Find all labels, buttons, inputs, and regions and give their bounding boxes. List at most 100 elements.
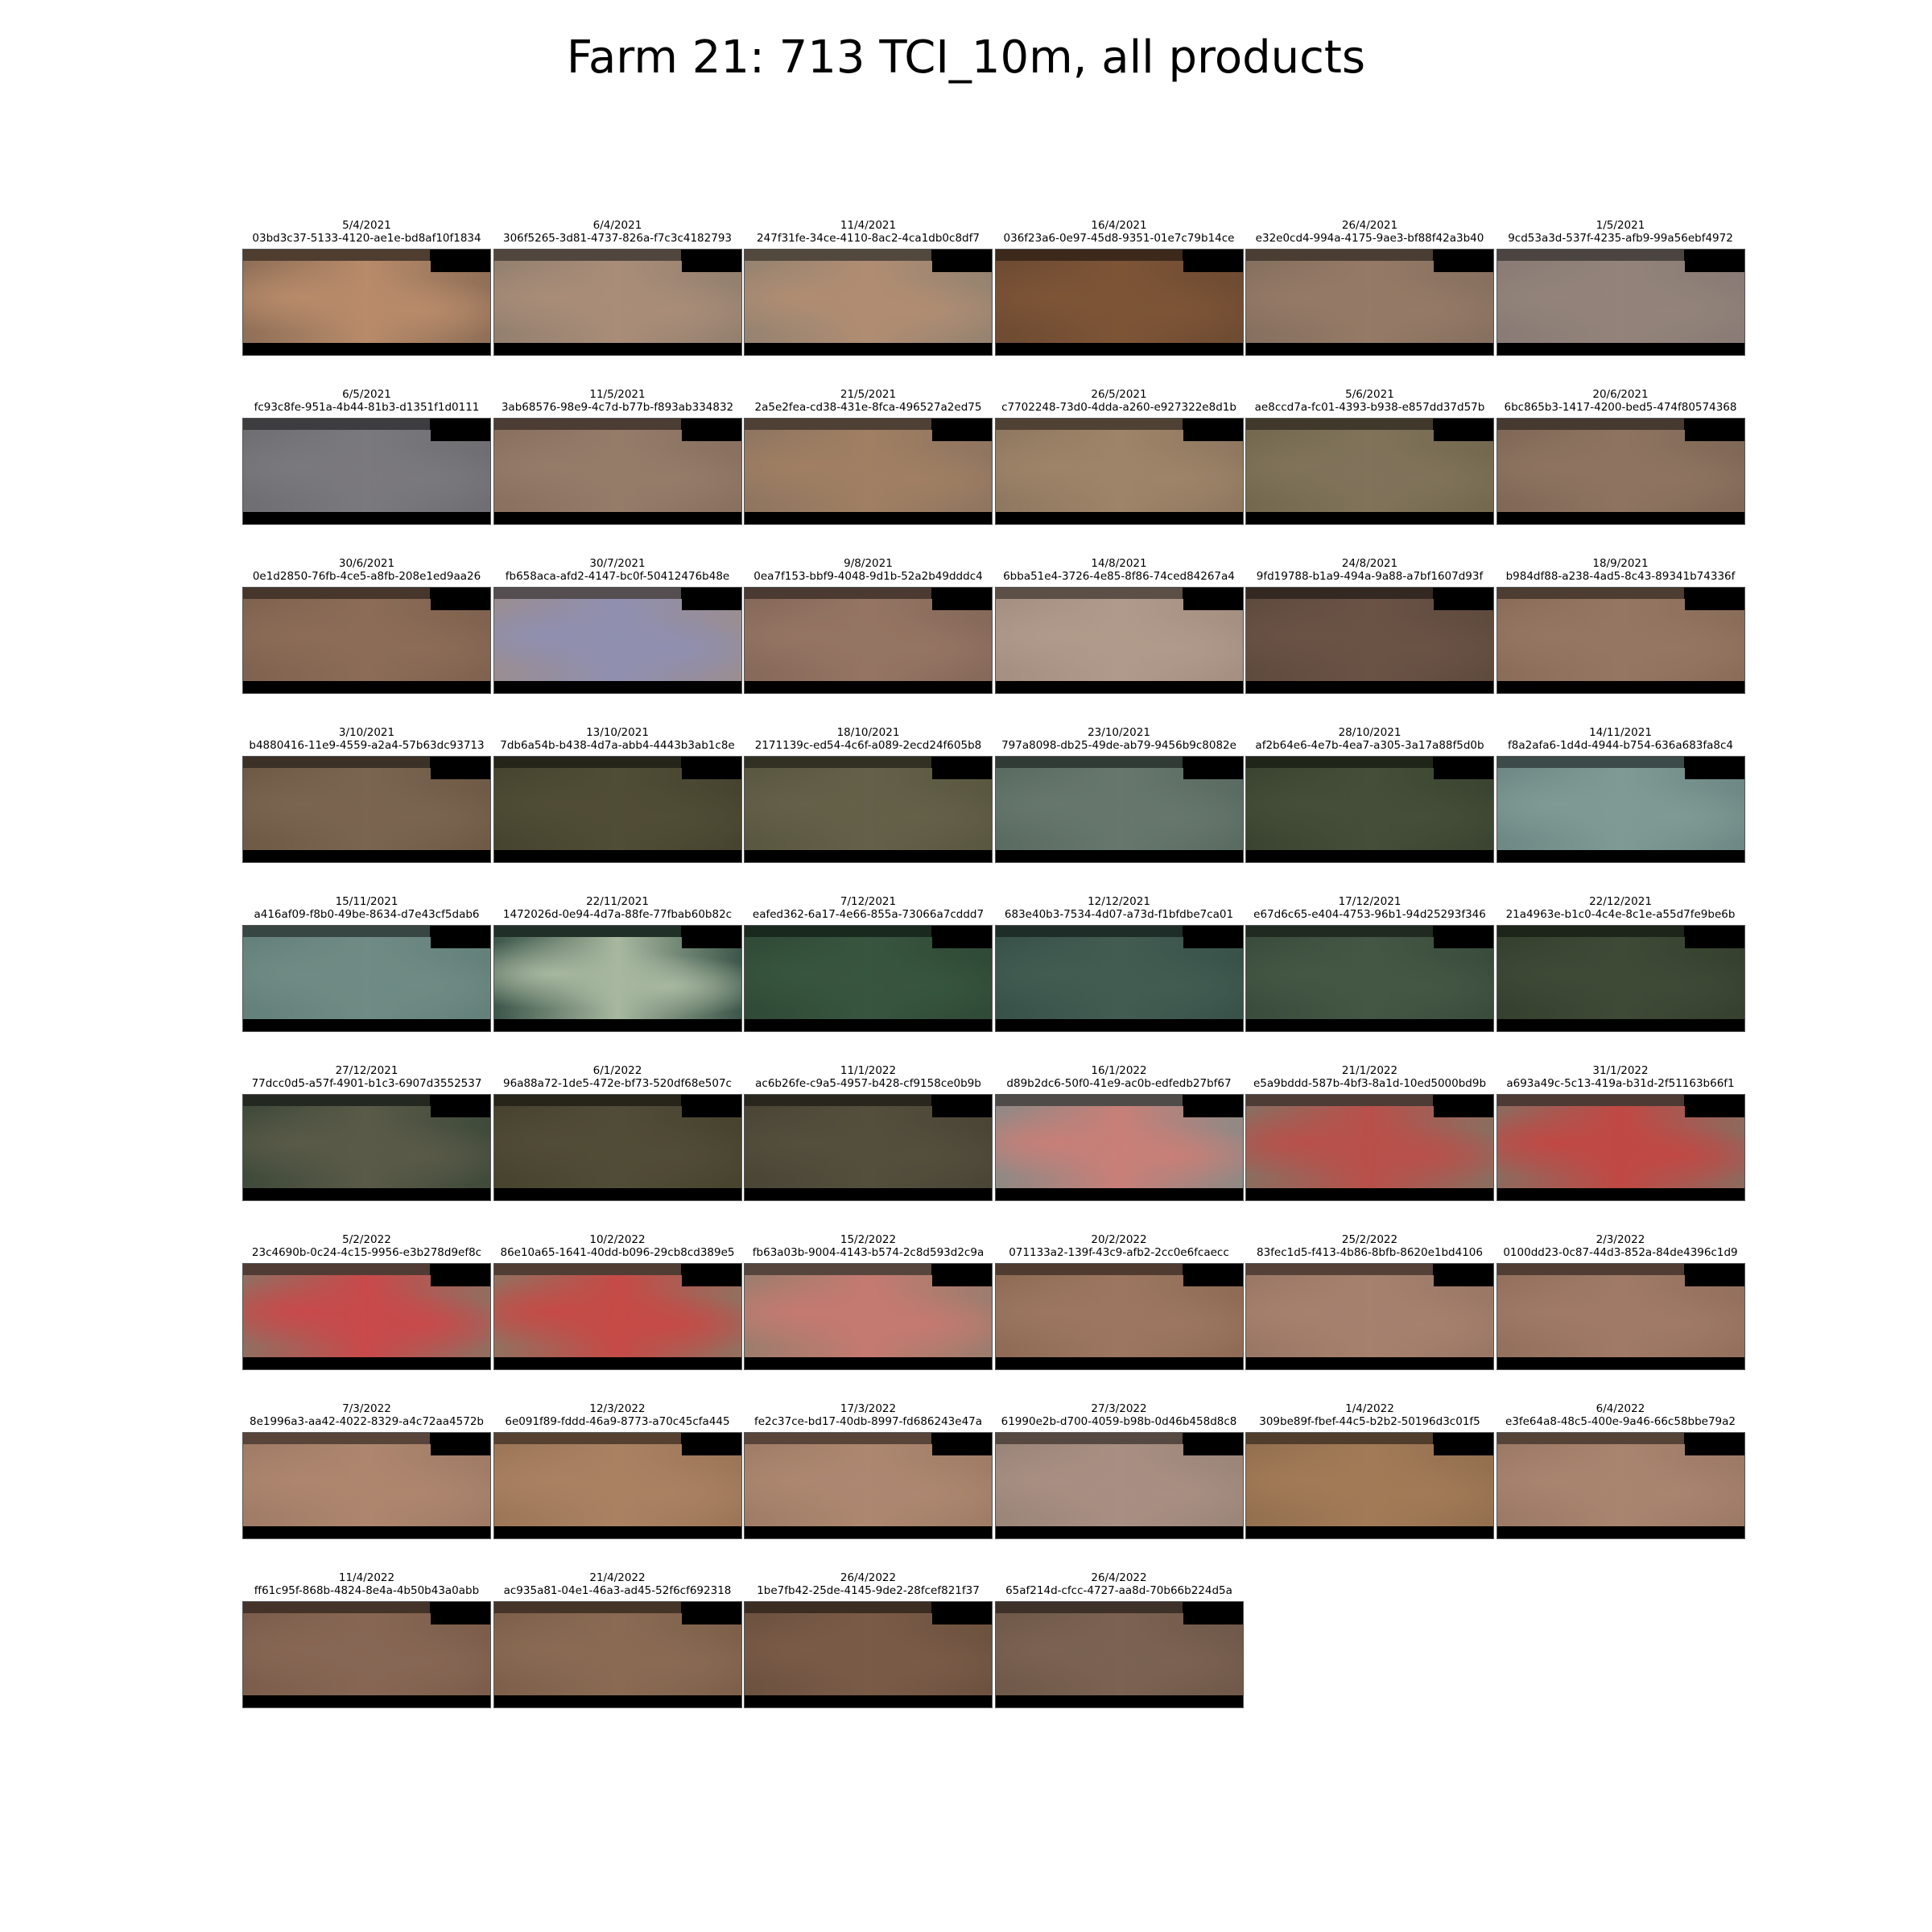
image-tile: 6/4/2021 306f5265-3d81-4737-826a-f7c3c418…	[493, 219, 742, 356]
field-pixels	[493, 599, 741, 681]
nodata-bottom-band	[493, 682, 696, 693]
figure-title: Farm 21: 713 TCI_10m, all products	[566, 31, 1366, 84]
tile-product-id: a693a49c-5c13-419a-b31d-2f51163b66f1	[1506, 1077, 1735, 1090]
tile-image	[493, 1432, 742, 1539]
tile-image	[744, 1432, 993, 1539]
field-edge-pixels	[995, 588, 1183, 599]
nodata-corner	[681, 419, 741, 441]
nodata-bottom-band	[1496, 1527, 1699, 1538]
field-edge-pixels	[745, 1095, 931, 1106]
tile-image	[493, 1263, 742, 1370]
nodata-bottom-band	[493, 1527, 696, 1538]
nodata-corner	[1183, 588, 1243, 610]
tile-product-id: 2171139c-ed54-4c6f-a089-2ecd24f605b8	[754, 739, 982, 752]
nodata-bottom-band	[243, 1696, 445, 1707]
field-edge-pixels	[1496, 1264, 1684, 1275]
field-edge-pixels	[243, 1095, 430, 1106]
field-pixels	[1246, 1275, 1493, 1357]
field-edge-pixels	[493, 926, 681, 937]
tile-date: 13/10/2021	[586, 726, 649, 739]
nodata-corner	[431, 1095, 490, 1117]
nodata-bottom-band	[243, 513, 445, 524]
image-tile: 6/5/2021 fc93c8fe-951a-4b44-81b3-d1351f1d…	[242, 388, 491, 525]
image-tile: 24/8/2021 9fd19788-b1a9-494a-9a88-a7bf160…	[1245, 557, 1494, 694]
nodata-corner	[1183, 926, 1243, 948]
image-tile: 21/5/2021 2a5e2fea-cd38-431e-8fca-496527a…	[744, 388, 993, 525]
tile-product-id: eafed362-6a17-4e66-855a-73066a7cddd7	[752, 908, 985, 921]
tile-date: 22/11/2021	[586, 895, 649, 908]
field-pixels	[493, 430, 741, 512]
tile-image	[242, 756, 491, 863]
tile-image	[242, 1432, 491, 1539]
tile-image	[1245, 1094, 1494, 1201]
nodata-corner	[932, 419, 992, 441]
tile-product-id: d89b2dc6-50f0-41e9-ac0b-edfedb27bf67	[1006, 1077, 1232, 1090]
nodata-corner	[1684, 1433, 1744, 1455]
tile-date: 2/3/2022	[1596, 1233, 1645, 1246]
tile-product-id: 6bc865b3-1417-4200-bed5-474f80574368	[1504, 401, 1737, 414]
nodata-corner	[1183, 250, 1243, 272]
field-edge-pixels	[745, 588, 931, 599]
nodata-corner	[1183, 1602, 1243, 1624]
nodata-corner	[1183, 419, 1243, 441]
tile-product-id: b4880416-11e9-4559-a2a4-57b63dc93713	[249, 739, 485, 752]
nodata-corner	[1183, 1095, 1243, 1117]
nodata-bottom-band	[745, 1020, 947, 1031]
field-pixels	[745, 261, 992, 343]
nodata-corner	[431, 1602, 490, 1624]
nodata-corner	[681, 1264, 741, 1286]
tile-image	[1496, 1263, 1745, 1370]
field-edge-pixels	[745, 1264, 931, 1275]
tile-image	[493, 1601, 742, 1708]
tile-image	[994, 587, 1244, 694]
field-edge-pixels	[1246, 1095, 1433, 1106]
tile-product-id: c7702248-73d0-4dda-a260-e927322e8d1b	[1001, 401, 1236, 414]
tile-image	[744, 418, 993, 525]
nodata-corner	[932, 1602, 992, 1624]
field-edge-pixels	[995, 250, 1183, 261]
tile-date: 14/11/2021	[1589, 726, 1652, 739]
field-pixels	[243, 261, 490, 343]
tile-product-id: 036f23a6-0e97-45d8-9351-01e7c79b14ce	[1003, 232, 1235, 245]
tile-image	[1496, 925, 1745, 1032]
image-tile: 22/11/2021 1472026d-0e94-4d7a-88fe-77fbab…	[493, 895, 742, 1032]
tile-product-id: 7db6a54b-b438-4d7a-abb4-4443b3ab1c8e	[500, 739, 735, 752]
field-edge-pixels	[493, 250, 681, 261]
nodata-corner	[431, 250, 490, 272]
nodata-bottom-band	[995, 682, 1198, 693]
tile-date: 15/2/2022	[840, 1233, 897, 1246]
tile-product-id: 3ab68576-98e9-4c7d-b77b-f893ab334832	[501, 401, 734, 414]
tile-product-id: fc93c8fe-951a-4b44-81b3-d1351f1d0111	[254, 401, 480, 414]
tile-product-id: 2a5e2fea-cd38-431e-8fca-496527a2ed75	[754, 401, 982, 414]
tile-image	[744, 587, 993, 694]
field-pixels	[1496, 599, 1744, 681]
nodata-corner	[932, 757, 992, 779]
tile-product-id: 309be89f-fbef-44c5-b2b2-50196d3c01f5	[1259, 1415, 1480, 1428]
field-pixels	[1246, 599, 1493, 681]
field-edge-pixels	[1496, 926, 1684, 937]
tile-date: 31/1/2022	[1592, 1064, 1649, 1077]
tile-product-id: 8e1996a3-aa42-4022-8329-a4c72aa4572b	[250, 1415, 484, 1428]
tile-date: 24/8/2021	[1341, 557, 1398, 570]
field-edge-pixels	[995, 1602, 1183, 1613]
nodata-corner	[932, 1264, 992, 1286]
field-edge-pixels	[995, 419, 1183, 430]
tile-date: 23/10/2021	[1088, 726, 1150, 739]
image-tile: 20/2/2022 071133a2-139f-43c9-afb2-2cc0e6f…	[994, 1233, 1244, 1370]
tile-date: 5/2/2022	[342, 1233, 391, 1246]
field-edge-pixels	[1496, 1095, 1684, 1106]
image-tile: 31/1/2022 a693a49c-5c13-419a-b31d-2f51163…	[1496, 1064, 1745, 1201]
field-pixels	[745, 1275, 992, 1357]
image-tile: 11/4/2022 ff61c95f-868b-4824-8e4a-4b50b43…	[242, 1571, 491, 1708]
image-tile: 21/1/2022 e5a9bddd-587b-4bf3-8a1d-10ed500…	[1245, 1064, 1494, 1201]
image-tile: 20/6/2021 6bc865b3-1417-4200-bed5-474f805…	[1496, 388, 1745, 525]
field-pixels	[493, 1106, 741, 1188]
nodata-bottom-band	[1496, 851, 1699, 862]
tile-image	[242, 418, 491, 525]
image-tile: 27/3/2022 61990e2b-d700-4059-b98b-0d46b45…	[994, 1402, 1244, 1539]
field-pixels	[1246, 430, 1493, 512]
image-tile: 16/4/2021 036f23a6-0e97-45d8-9351-01e7c79…	[994, 219, 1244, 356]
tile-product-id: 6e091f89-fddd-46a9-8773-a70c45cfa445	[505, 1415, 730, 1428]
image-tile: 22/12/2021 21a4963e-b1c0-4c4e-8c1e-a55d7f…	[1496, 895, 1745, 1032]
field-pixels	[1496, 1444, 1744, 1526]
